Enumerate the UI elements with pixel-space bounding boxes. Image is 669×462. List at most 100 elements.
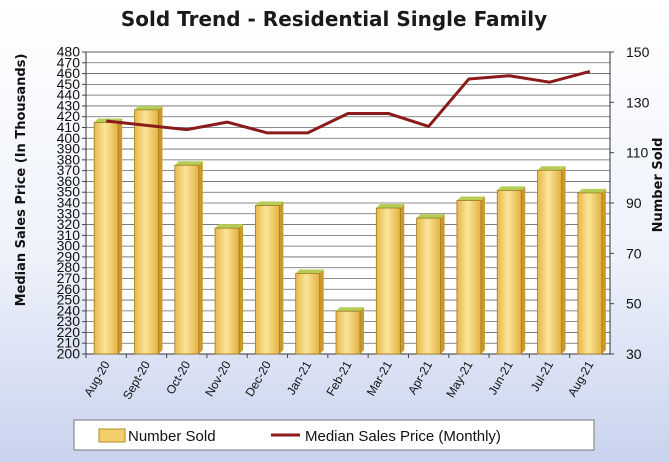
left-tick-label: 440 xyxy=(57,87,81,103)
bar-top xyxy=(456,196,485,201)
x-tick-label: Oct-20 xyxy=(163,358,193,396)
bar-top xyxy=(537,166,566,171)
x-tick-label: Feb-21 xyxy=(323,358,354,398)
bar-side xyxy=(440,214,445,354)
left-tick-label: 210 xyxy=(57,335,81,351)
bar-top xyxy=(336,307,364,312)
bar-top xyxy=(577,188,606,193)
bar-top xyxy=(134,105,163,110)
left-tick-label: 280 xyxy=(57,259,81,275)
legend-box xyxy=(73,419,595,451)
median-price-line xyxy=(105,69,591,135)
bar-top xyxy=(295,269,324,274)
left-tick-label: 380 xyxy=(57,151,81,167)
x-tick-label: Nov-20 xyxy=(202,358,234,399)
bar-side xyxy=(198,161,203,354)
bar xyxy=(295,273,321,355)
left-tick-label: 260 xyxy=(57,281,81,297)
bar-series-number-sold xyxy=(93,105,606,355)
bar-side xyxy=(360,307,364,354)
bar xyxy=(456,200,482,355)
x-tick-label: Sept-20 xyxy=(120,358,153,402)
left-tick-label: 420 xyxy=(57,108,81,124)
legend-bar-swatch xyxy=(98,428,126,443)
x-tick-label: Jul-21 xyxy=(528,358,557,394)
legend-line-label: Median Sales Price (Monthly) xyxy=(305,428,501,445)
bar-top xyxy=(416,214,445,219)
left-tick-label: 390 xyxy=(57,141,81,157)
right-tick-label: 130 xyxy=(626,94,650,110)
line-series-median-price xyxy=(105,69,591,135)
bar xyxy=(134,109,159,355)
x-tick-label: May-21 xyxy=(443,358,475,400)
bar-side xyxy=(521,186,526,354)
left-tick-label: 370 xyxy=(57,162,81,178)
left-tick-label: 310 xyxy=(57,227,81,243)
left-tick-label: 200 xyxy=(57,346,81,362)
left-tick-label: 230 xyxy=(57,313,81,329)
x-axis-ticks: Aug-20 Sept-20 Oct-20 Nov-20 Dec-20 Jan-21 Feb… xyxy=(81,354,597,402)
bar xyxy=(93,122,119,355)
left-tick-label: 270 xyxy=(57,270,81,286)
right-tick-label: 110 xyxy=(626,145,649,161)
bar xyxy=(375,207,401,355)
bar-side xyxy=(279,201,284,354)
bar-top xyxy=(497,186,526,191)
left-tick-label: 240 xyxy=(57,302,81,318)
right-tick-label: 70 xyxy=(626,245,642,261)
x-tick-label: Jan-21 xyxy=(284,358,315,397)
left-axis-label: Median Sales Price (In Thousands) xyxy=(14,54,29,307)
left-tick-label: 470 xyxy=(57,54,81,70)
bar-side xyxy=(239,224,244,354)
right-tick-label: 90 xyxy=(626,195,642,211)
bar-side xyxy=(118,118,123,354)
left-tick-label: 410 xyxy=(57,119,81,135)
left-tick-label: 320 xyxy=(57,216,81,232)
bar-side xyxy=(601,188,606,354)
bar-side xyxy=(158,105,163,354)
bar xyxy=(577,192,603,355)
bar xyxy=(174,164,200,355)
legend: Number Sold Median Sales Price (Monthly) xyxy=(73,419,595,451)
x-tick-label: Mar-21 xyxy=(364,358,395,398)
bar-top xyxy=(255,201,284,206)
left-axis-ticks: 2002102202302402502602702802903003103203… xyxy=(57,44,86,362)
bar-side xyxy=(480,196,485,354)
bar xyxy=(254,205,280,355)
left-tick-label: 400 xyxy=(57,130,81,146)
left-tick-label: 330 xyxy=(57,205,81,221)
x-tick-label: Dec-20 xyxy=(243,358,275,399)
left-tick-label: 290 xyxy=(57,248,81,264)
right-tick-label: 150 xyxy=(626,44,650,60)
legend-bar-label: Number Sold xyxy=(128,428,216,445)
chart-title: Sold Trend - Residential Single Family xyxy=(121,7,547,31)
bar-top xyxy=(376,204,405,209)
bar xyxy=(335,310,361,355)
right-axis-label: Number Sold xyxy=(651,138,666,233)
left-tick-label: 430 xyxy=(57,97,81,113)
bar-top xyxy=(215,224,244,229)
bar xyxy=(214,227,240,355)
x-tick-label: Aug-21 xyxy=(565,358,597,399)
x-tick-label: Jun-21 xyxy=(485,358,516,397)
left-tick-label: 480 xyxy=(57,44,81,60)
left-tick-label: 250 xyxy=(57,292,81,308)
left-tick-label: 300 xyxy=(57,238,81,254)
bar-side xyxy=(319,269,324,354)
left-tick-label: 340 xyxy=(57,195,81,211)
left-tick-label: 350 xyxy=(57,184,81,200)
bar-side xyxy=(400,204,405,354)
bar xyxy=(416,217,442,355)
left-tick-label: 360 xyxy=(57,173,81,189)
left-tick-label: 220 xyxy=(57,324,81,340)
bar xyxy=(496,190,522,355)
x-tick-label: Apr-21 xyxy=(405,358,435,396)
right-tick-label: 50 xyxy=(626,296,642,312)
x-tick-label: Aug-20 xyxy=(81,358,113,399)
bar xyxy=(537,169,562,355)
left-tick-label: 460 xyxy=(57,65,81,81)
right-axis-ticks: 30 50 70 90 110 130 150 xyxy=(610,44,650,362)
bar-side xyxy=(561,166,566,354)
left-tick-label: 450 xyxy=(57,76,81,92)
